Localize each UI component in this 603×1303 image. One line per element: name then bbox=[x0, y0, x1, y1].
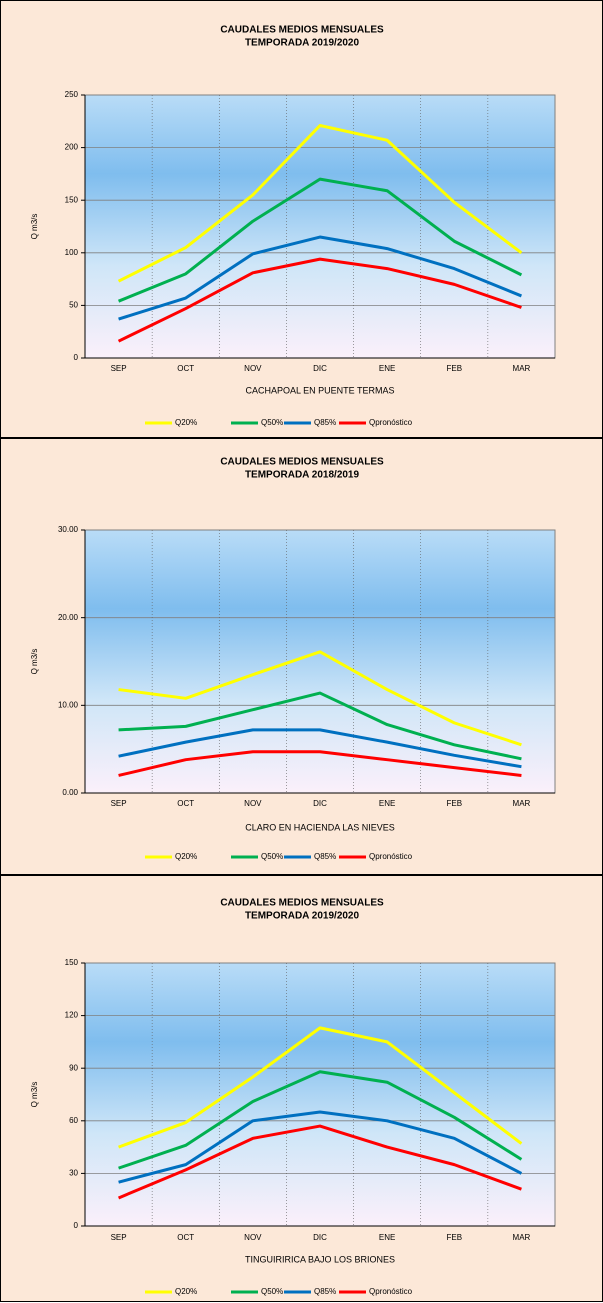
legend-label: Q20% bbox=[175, 418, 197, 427]
x-tick-label: NOV bbox=[244, 799, 262, 808]
chart-subtitle: TEMPORADA 2018/2019 bbox=[245, 470, 360, 481]
x-axis-label: CACHAPOAL EN PUENTE TERMAS bbox=[245, 385, 394, 395]
y-tick-label: 60 bbox=[69, 1116, 78, 1125]
plot-area bbox=[84, 94, 556, 359]
legend-label: Q50% bbox=[261, 1287, 283, 1296]
series-line bbox=[118, 1110, 523, 1184]
x-tick-label: DIC bbox=[313, 364, 327, 373]
x-tick-label: FEB bbox=[447, 364, 463, 373]
series-line bbox=[117, 124, 523, 283]
series-line bbox=[117, 257, 522, 343]
x-tick-label: DIC bbox=[313, 799, 327, 808]
x-tick-label: ENE bbox=[379, 799, 395, 808]
x-tick-label: SEP bbox=[111, 1233, 127, 1242]
x-tick-label: OCT bbox=[177, 364, 194, 373]
y-axis-label: Q m3/s bbox=[30, 1082, 39, 1108]
chart-subtitle: TEMPORADA 2019/2020 bbox=[245, 38, 360, 49]
y-axis-label: Q m3/s bbox=[30, 649, 39, 675]
legend-label: Q20% bbox=[175, 852, 197, 861]
y-tick-label: 250 bbox=[65, 90, 79, 99]
series-line bbox=[118, 177, 523, 303]
legend-label: Q20% bbox=[175, 1287, 197, 1296]
x-tick-label: ENE bbox=[379, 364, 395, 373]
y-tick-label: 10.00 bbox=[58, 700, 79, 709]
series-line bbox=[118, 235, 522, 321]
y-tick-label: 30 bbox=[69, 1169, 78, 1178]
series-line bbox=[118, 728, 522, 769]
y-tick-label: 90 bbox=[69, 1063, 78, 1072]
chart-title: CAUDALES MEDIOS MENSUALES bbox=[220, 457, 384, 468]
chart-title: CAUDALES MEDIOS MENSUALES bbox=[220, 898, 384, 909]
y-tick-label: 100 bbox=[65, 248, 79, 257]
x-tick-label: SEP bbox=[111, 364, 127, 373]
legend-label: Q85% bbox=[314, 852, 336, 861]
x-tick-label: FEB bbox=[447, 1233, 463, 1242]
x-tick-label: NOV bbox=[244, 1233, 262, 1242]
y-tick-label: 30.00 bbox=[58, 525, 79, 534]
x-tick-label: DIC bbox=[313, 1233, 327, 1242]
y-tick-label: 0.00 bbox=[62, 788, 78, 797]
series-line bbox=[118, 750, 522, 777]
x-tick-label: MAR bbox=[513, 799, 531, 808]
legend-label: Qpronóstico bbox=[369, 1287, 413, 1296]
chart-subtitle: TEMPORADA 2019/2020 bbox=[245, 911, 360, 922]
x-tick-label: ENE bbox=[379, 1233, 395, 1242]
series-line bbox=[118, 1070, 523, 1170]
y-tick-label: 0 bbox=[74, 1221, 79, 1230]
x-tick-label: OCT bbox=[177, 799, 194, 808]
x-tick-label: NOV bbox=[244, 364, 262, 373]
legend-label: Q50% bbox=[261, 852, 283, 861]
plot-area bbox=[84, 529, 556, 794]
x-axis-label: TINGUIRIRICA BAJO LOS BRIONES bbox=[245, 1254, 395, 1264]
x-tick-label: MAR bbox=[513, 364, 531, 373]
y-tick-label: 200 bbox=[65, 143, 79, 152]
x-tick-label: SEP bbox=[111, 799, 127, 808]
legend-label: Q50% bbox=[261, 418, 283, 427]
y-tick-label: 50 bbox=[69, 301, 78, 310]
series-line bbox=[117, 1124, 522, 1200]
y-tick-label: 150 bbox=[65, 195, 79, 204]
chart-title: CAUDALES MEDIOS MENSUALES bbox=[220, 25, 384, 36]
x-tick-label: OCT bbox=[177, 1233, 194, 1242]
x-tick-label: MAR bbox=[513, 1233, 531, 1242]
legend-label: Q85% bbox=[314, 418, 336, 427]
y-tick-label: 150 bbox=[65, 958, 79, 967]
legend-label: Qpronóstico bbox=[369, 418, 413, 427]
legend-label: Q85% bbox=[314, 1287, 336, 1296]
series-line bbox=[118, 691, 522, 761]
x-axis-label: CLARO EN HACIENDA LAS NIEVES bbox=[245, 822, 395, 832]
series-line bbox=[118, 650, 522, 747]
y-axis-label: Q m3/s bbox=[30, 214, 39, 240]
y-tick-label: 0 bbox=[74, 353, 79, 362]
legend-label: Qpronóstico bbox=[369, 852, 413, 861]
y-tick-label: 120 bbox=[65, 1011, 79, 1020]
x-tick-label: FEB bbox=[447, 799, 463, 808]
series-line bbox=[118, 1026, 523, 1149]
plot-area bbox=[84, 962, 556, 1227]
y-tick-label: 20.00 bbox=[58, 613, 79, 622]
